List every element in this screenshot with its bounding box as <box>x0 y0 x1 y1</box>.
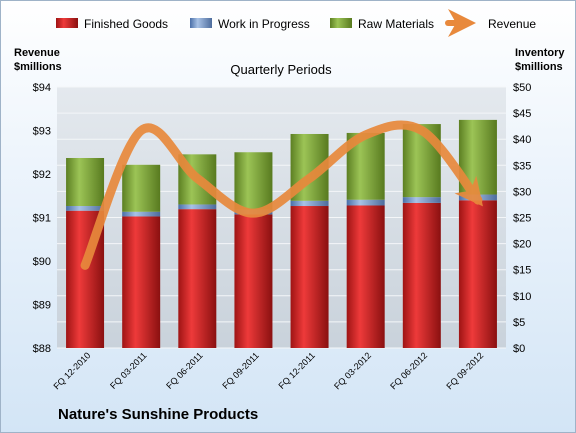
bar-finished-goods <box>234 214 273 348</box>
revenue-line-path <box>80 120 483 270</box>
left-tick-label: $90 <box>33 256 51 268</box>
bar-work-in-progress <box>178 204 217 210</box>
legend-swatch-raw-materials <box>330 18 352 28</box>
left-axis-label-line2: $millions <box>14 61 62 73</box>
category-label: FQ 09-2011 <box>220 350 261 391</box>
category-label: FQ 06-2012 <box>388 350 429 391</box>
chart-title: Nature's Sunshine Products <box>58 406 259 423</box>
legend-swatch-work-in-progress <box>190 18 212 28</box>
left-tick-label: $92 <box>33 169 51 181</box>
right-tick-label: $5 <box>513 317 525 329</box>
bar-work-in-progress <box>122 211 161 217</box>
revenue-line <box>80 120 483 270</box>
left-axis-ticks: $88 $89 $90 $91 $92 $93 $94 <box>33 82 51 355</box>
bar-finished-goods <box>122 216 161 348</box>
left-axis-label-line1: Revenue <box>14 47 60 59</box>
legend-label-finished-goods: Finished Goods <box>84 17 168 31</box>
category-label: FQ 03-2012 <box>332 350 373 391</box>
right-tick-label: $30 <box>513 186 531 198</box>
category-label: FQ 09-2012 <box>444 350 485 391</box>
bar-finished-goods <box>458 200 497 348</box>
left-tick-label: $88 <box>33 343 51 355</box>
right-tick-label: $50 <box>513 82 531 94</box>
bar-raw-materials <box>122 164 161 212</box>
category-label: FQ 06-2011 <box>164 350 205 391</box>
category-labels: FQ 12-2010 FQ 03-2011 FQ 06-2011 FQ 09-2011… <box>51 350 485 391</box>
legend-label-work-in-progress: Work in Progress <box>218 17 310 31</box>
right-axis-ticks: $0 $5 $10 $15 $20 $25 $30 $35 $40 $45 $50 <box>513 82 531 355</box>
right-tick-label: $45 <box>513 108 531 120</box>
left-tick-label: $93 <box>33 126 51 138</box>
right-axis-label-line1: Inventory <box>515 47 565 59</box>
right-tick-label: $10 <box>513 291 531 303</box>
left-tick-label: $89 <box>33 300 51 312</box>
bar-raw-materials <box>234 152 273 210</box>
bar-work-in-progress <box>402 197 441 203</box>
right-tick-label: $15 <box>513 265 531 277</box>
category-label: FQ 12-2011 <box>276 350 317 391</box>
bar-work-in-progress <box>290 200 329 207</box>
bar-finished-goods <box>346 205 385 348</box>
bar-work-in-progress <box>66 206 105 211</box>
right-axis-label-line2: $millions <box>515 61 563 73</box>
category-label: FQ 03-2011 <box>108 350 149 391</box>
bar-raw-materials <box>66 157 105 207</box>
legend-label-revenue: Revenue <box>488 17 536 31</box>
right-tick-label: $20 <box>513 239 531 251</box>
legend: Finished Goods Work in Progress Raw Mate… <box>56 9 536 37</box>
bar-finished-goods <box>178 209 217 348</box>
right-tick-label: $25 <box>513 213 531 225</box>
left-tick-label: $91 <box>33 213 51 225</box>
right-tick-label: $40 <box>513 134 531 146</box>
category-label: FQ 12-2010 <box>51 350 92 391</box>
legend-label-raw-materials: Raw Materials <box>358 17 434 31</box>
bar-finished-goods <box>290 206 329 348</box>
chart-subtitle: Quarterly Periods <box>230 62 332 77</box>
bar-finished-goods <box>402 202 441 348</box>
left-tick-label: $94 <box>33 82 51 94</box>
bar-work-in-progress <box>346 199 385 206</box>
right-tick-label: $0 <box>513 343 525 355</box>
legend-swatch-finished-goods <box>56 18 78 28</box>
right-tick-label: $35 <box>513 160 531 172</box>
